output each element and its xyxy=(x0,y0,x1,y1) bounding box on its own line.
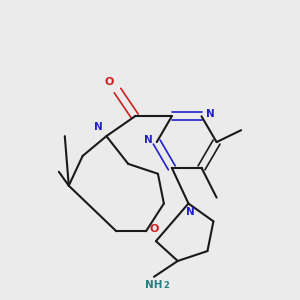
Text: N: N xyxy=(144,135,153,145)
Text: O: O xyxy=(150,224,159,234)
Text: O: O xyxy=(104,77,113,87)
Text: N: N xyxy=(186,207,195,217)
Text: N: N xyxy=(206,109,215,119)
Text: 2: 2 xyxy=(164,281,170,290)
Text: N: N xyxy=(94,122,103,132)
Text: NH: NH xyxy=(145,280,163,290)
